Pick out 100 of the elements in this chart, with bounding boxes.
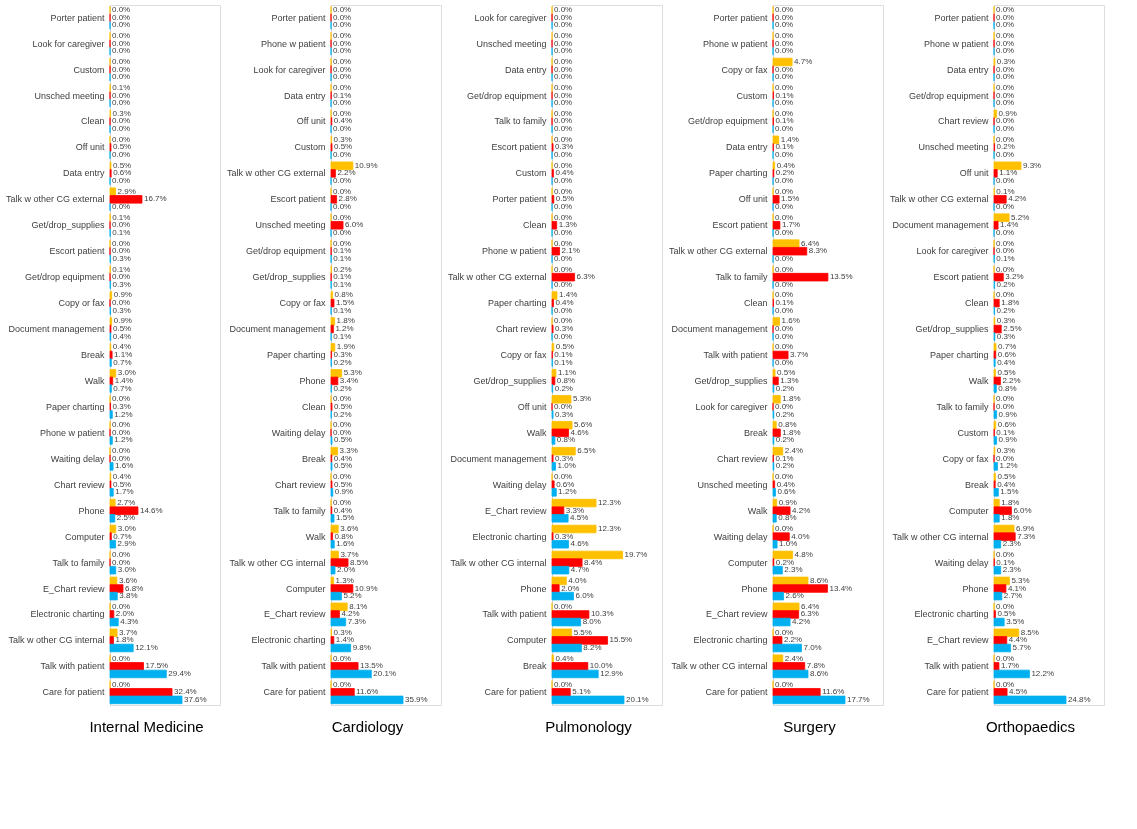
data-label: 0.0% bbox=[554, 98, 573, 108]
data-label: 0.0% bbox=[554, 38, 573, 48]
data-label: 0.9% bbox=[998, 409, 1017, 419]
bar bbox=[993, 628, 1020, 637]
data-label: 0.0% bbox=[333, 108, 352, 118]
data-label: 3.3% bbox=[339, 446, 358, 456]
data-label: 7.0% bbox=[803, 643, 822, 653]
y-tick-label: Look for caregiver bbox=[32, 38, 105, 49]
y-tick-label: Break bbox=[964, 479, 989, 490]
y-tick-label: Talk with patient bbox=[482, 609, 547, 620]
data-label: 0.4% bbox=[333, 453, 353, 463]
bar bbox=[772, 446, 784, 456]
y-tick-label: Clean bbox=[80, 116, 105, 127]
data-label: 0.5% bbox=[112, 160, 132, 170]
data-label: 0.0% bbox=[554, 31, 573, 41]
data-label: 2.7% bbox=[117, 498, 136, 508]
data-label: 0.9% bbox=[998, 108, 1017, 118]
bar bbox=[993, 161, 1022, 170]
data-label: 12.9% bbox=[600, 668, 623, 678]
bar bbox=[551, 540, 569, 549]
y-tick-label: Get/drop_supplies bbox=[252, 272, 326, 283]
bar bbox=[330, 221, 344, 230]
data-label: 0.0% bbox=[333, 31, 352, 41]
y-tick-label: Phone w patient bbox=[702, 38, 768, 49]
bar bbox=[772, 669, 809, 679]
bar bbox=[551, 610, 590, 619]
data-label: 0.0% bbox=[554, 108, 573, 118]
data-label: 0.4% bbox=[555, 168, 574, 178]
data-label: 8.1% bbox=[349, 601, 368, 611]
data-label: 3.0% bbox=[117, 368, 136, 378]
y-tick-label: Paper charting bbox=[266, 350, 326, 360]
data-label: 0.4% bbox=[555, 298, 574, 308]
data-label: 0.4% bbox=[333, 116, 353, 126]
data-label: 1.5% bbox=[781, 194, 800, 204]
data-label: 0.5% bbox=[777, 368, 796, 378]
data-label: 0.0% bbox=[996, 246, 1015, 256]
data-label: 0.0% bbox=[775, 331, 794, 341]
data-label: 0.0% bbox=[996, 653, 1015, 663]
data-label: 0.2% bbox=[775, 383, 795, 393]
data-label: 0.0% bbox=[554, 186, 573, 196]
data-label: 8.6% bbox=[809, 668, 829, 678]
data-label: 2.6% bbox=[785, 591, 804, 601]
data-label: 8.2% bbox=[583, 643, 602, 653]
y-tick-label: Escort patient bbox=[712, 220, 768, 231]
data-label: 37.6% bbox=[184, 694, 207, 704]
data-label: 0.0% bbox=[996, 46, 1015, 56]
bar bbox=[772, 272, 829, 282]
bar bbox=[772, 514, 777, 523]
data-label: 3.3% bbox=[565, 505, 585, 515]
data-label: 0.1% bbox=[996, 557, 1015, 567]
data-label: 0.3% bbox=[333, 350, 352, 359]
data-label: 0.0% bbox=[996, 201, 1015, 211]
bar bbox=[772, 591, 784, 601]
data-label: 0.0% bbox=[996, 116, 1015, 126]
data-label: 0.0% bbox=[996, 601, 1015, 611]
bar bbox=[772, 610, 800, 619]
y-tick-label: Talk with patient bbox=[40, 661, 105, 672]
data-label: 0.0% bbox=[112, 653, 131, 663]
data-label: 0.0% bbox=[333, 427, 352, 437]
data-label: 1.3% bbox=[558, 220, 577, 230]
y-tick-label: Walk bbox=[526, 427, 547, 438]
y-tick-label: Copy or fax bbox=[500, 350, 547, 360]
data-label: 0.0% bbox=[554, 46, 573, 56]
data-label: 0.8% bbox=[998, 383, 1017, 393]
bar bbox=[109, 350, 113, 360]
y-tick-label: Care for patient bbox=[926, 687, 989, 698]
data-label: 0.0% bbox=[112, 201, 131, 211]
bar bbox=[330, 369, 343, 378]
data-label: 0.0% bbox=[775, 20, 794, 30]
bar bbox=[109, 695, 183, 705]
y-tick-label: Unsched meeting bbox=[918, 142, 989, 153]
y-tick-label: Off unit bbox=[517, 401, 547, 412]
bar bbox=[993, 213, 1010, 222]
data-label: 0.0% bbox=[996, 227, 1015, 237]
data-label: 0.0% bbox=[775, 150, 794, 160]
bar bbox=[551, 272, 575, 282]
data-label: 0.0% bbox=[333, 420, 352, 430]
data-label: 0.5% bbox=[555, 194, 575, 204]
bar bbox=[551, 565, 570, 575]
data-label: 2.3% bbox=[1002, 565, 1021, 575]
bar bbox=[109, 524, 117, 534]
data-label: 0.0% bbox=[112, 46, 131, 56]
y-tick-label: Break bbox=[522, 661, 547, 672]
data-label: 4.2% bbox=[341, 609, 360, 619]
data-label: 4.0% bbox=[568, 575, 587, 585]
data-label: 0.1% bbox=[333, 331, 352, 341]
data-label: 0.5% bbox=[997, 472, 1016, 482]
data-label: 1.5% bbox=[1000, 487, 1019, 497]
y-tick-label: Break bbox=[301, 453, 326, 464]
y-tick-label: E_Chart review bbox=[263, 609, 326, 620]
data-label: 0.3% bbox=[996, 316, 1016, 326]
data-label: 0.0% bbox=[554, 5, 573, 15]
data-label: 0.0% bbox=[554, 201, 573, 211]
bar bbox=[109, 636, 114, 645]
y-tick-label: Porter patient bbox=[934, 12, 989, 23]
data-label: 0.0% bbox=[112, 420, 131, 430]
data-label: 0.3% bbox=[555, 453, 574, 463]
data-label: 35.9% bbox=[405, 694, 428, 704]
data-label: 0.4% bbox=[776, 160, 795, 170]
data-label: 0.2% bbox=[775, 461, 795, 471]
